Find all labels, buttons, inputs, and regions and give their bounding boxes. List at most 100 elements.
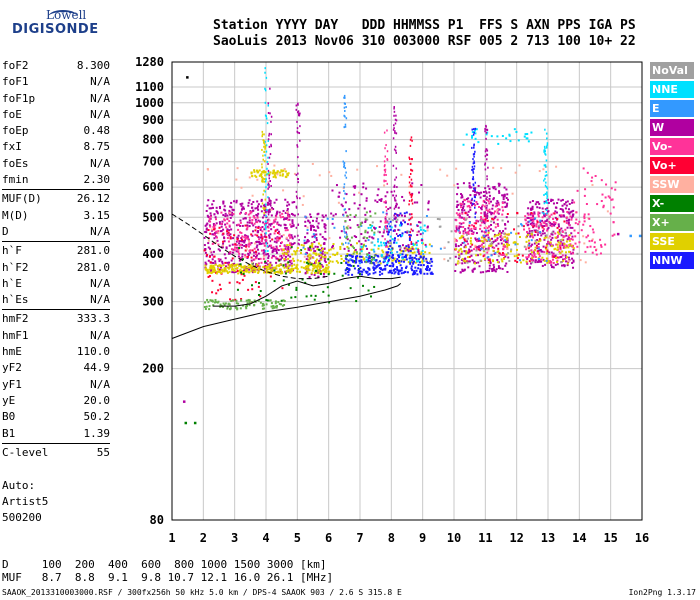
echo-point <box>371 221 374 224</box>
echo-point <box>529 245 532 248</box>
echo-point <box>489 200 492 203</box>
spike-point <box>385 206 387 209</box>
echo-point <box>614 181 617 184</box>
echo-point <box>343 247 346 250</box>
echo-point <box>464 212 467 215</box>
echo-point <box>264 206 267 209</box>
echo-point <box>205 269 208 272</box>
echo-point <box>364 270 367 273</box>
echo-point <box>221 270 224 273</box>
echo-point <box>266 268 269 271</box>
spike-point <box>393 127 395 130</box>
echo-point <box>453 237 456 240</box>
echo-point <box>558 228 561 231</box>
echo-point <box>364 229 367 232</box>
echo-point <box>256 244 259 247</box>
echo-point <box>351 259 354 262</box>
echo-point <box>500 253 503 256</box>
spike-point <box>383 180 385 183</box>
echo-point <box>236 269 239 272</box>
echo-point <box>560 241 563 244</box>
echo-point <box>545 257 548 260</box>
echo-point <box>426 267 429 270</box>
echo-point <box>250 203 253 206</box>
echo-point <box>572 244 575 247</box>
echo-point <box>491 207 494 210</box>
echo-point <box>482 245 485 248</box>
echo-point <box>383 260 386 263</box>
echo-point <box>304 215 307 218</box>
echo-point <box>418 252 421 255</box>
echo-point <box>535 244 538 247</box>
echo-point <box>358 259 361 262</box>
echo-point <box>563 220 566 223</box>
spike-point <box>545 209 548 212</box>
spike-point <box>386 182 389 185</box>
echo-point <box>474 237 477 240</box>
echo-point <box>219 264 222 267</box>
echo-point <box>259 290 262 293</box>
echo-point <box>292 242 295 245</box>
echo-point <box>492 250 495 253</box>
echo-point <box>284 170 287 173</box>
echo-point <box>219 305 222 308</box>
echo-point <box>260 205 263 208</box>
spike-point <box>393 184 396 187</box>
echo-point <box>304 281 307 284</box>
echo-point <box>368 256 371 259</box>
echo-point <box>453 184 456 187</box>
spike-point <box>266 160 269 163</box>
echo-point <box>568 212 571 215</box>
echo-point <box>512 241 515 244</box>
echo-point <box>323 242 326 245</box>
echo-point <box>551 199 554 202</box>
spike-point <box>392 137 395 140</box>
echo-point <box>533 249 536 252</box>
spike-point <box>484 155 487 158</box>
echo-point <box>217 232 220 235</box>
echo-point <box>318 260 321 263</box>
echo-point <box>263 267 266 270</box>
echo-point <box>461 216 464 219</box>
echo-point <box>528 220 531 223</box>
spike-point <box>394 130 396 133</box>
echo-point <box>362 258 365 261</box>
echo-point <box>412 262 415 265</box>
echo-point <box>488 259 491 262</box>
echo-point <box>260 242 263 245</box>
echo-point <box>241 304 244 307</box>
spike-point <box>544 147 546 150</box>
echo-point <box>260 261 263 264</box>
echo-point <box>455 245 458 248</box>
echo-point <box>530 251 533 254</box>
echo-point <box>517 225 520 228</box>
echo-point <box>236 307 239 310</box>
echo-point <box>316 268 319 271</box>
spike-point <box>410 241 413 244</box>
echo-point <box>409 247 412 250</box>
echo-point <box>408 257 411 260</box>
echo-point <box>565 201 568 204</box>
echo-point <box>264 239 267 242</box>
spike-point <box>267 139 269 142</box>
echo-point <box>583 220 586 223</box>
echo-point <box>487 200 490 203</box>
echo-point <box>267 219 270 222</box>
spike-point <box>299 139 301 142</box>
echo-point <box>306 229 309 232</box>
echo-point <box>273 174 276 177</box>
echo-point <box>313 229 316 232</box>
echo-point <box>248 199 251 202</box>
echo-point <box>462 182 465 185</box>
x-tick-label: 1 <box>168 531 175 545</box>
spike-point <box>264 71 266 74</box>
echo-point <box>559 239 562 242</box>
echo-point <box>373 258 376 261</box>
spike-point <box>264 227 267 230</box>
spike-point <box>298 114 301 117</box>
echo-point <box>271 249 274 252</box>
echo-point <box>420 253 423 256</box>
echo-point <box>261 304 264 307</box>
spike-point <box>268 132 271 135</box>
y-tick-label: 900 <box>142 113 164 127</box>
